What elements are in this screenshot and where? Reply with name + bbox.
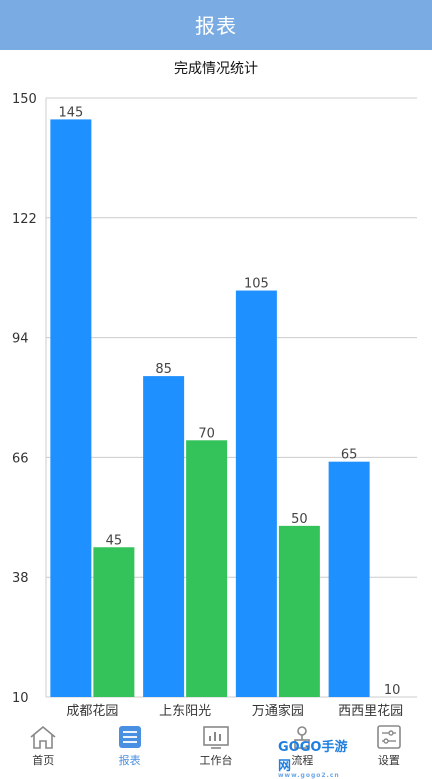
bar [235,290,277,697]
y-tick-label: 150 [12,92,37,107]
page-header: 报表 [0,0,432,50]
y-tick-label: 94 [12,332,29,347]
tab-home-label: 首页 [32,754,55,767]
y-tick-label: 38 [12,571,29,586]
data-label: 105 [244,277,269,292]
bar [278,525,320,697]
bar [186,440,228,697]
tab-report-label: 报表 [118,754,141,767]
y-tick-label: 66 [12,451,29,466]
bar [143,376,185,697]
settings-icon [377,725,401,749]
x-tick-label: 万通家园 [252,703,304,716]
bar [93,547,135,697]
page-title: 报表 [195,14,237,38]
bar [328,461,370,697]
tab-report[interactable]: 报表 [86,718,172,768]
x-tick-label: 上东阳光 [159,704,211,716]
flow-icon [294,726,311,749]
data-label: 65 [341,448,358,463]
workbench-icon [203,726,229,749]
x-tick-label: 西西里花园 [338,703,403,716]
tab-settings-label: 设置 [377,754,400,767]
data-label: 10 [384,683,401,698]
bar [50,119,92,698]
tab-workbench-label: 工作台 [199,754,233,767]
x-tick-label: 成都花园 [66,703,118,716]
tab-flow-label: 流程 [291,754,314,767]
bottom-tab-bar: 首页 报表 工作台 流程 [0,718,432,768]
data-label: 70 [198,426,215,441]
data-label: 50 [291,512,308,527]
data-label: 45 [106,533,123,548]
y-tick-label: 10 [12,691,29,706]
tab-workbench[interactable]: 工作台 [173,718,259,768]
data-label: 145 [58,105,83,120]
data-label: 85 [155,362,172,377]
tab-settings[interactable]: 设置 [346,718,432,768]
chart-title: 完成情况统计 [174,61,258,77]
tab-flow[interactable]: 流程 [259,718,345,768]
home-icon [30,725,56,749]
bar-chart: 10 38 66 94 122 150 145 45 成都花园 85 70 上东阳光 105 50 万通家园… [12,92,417,716]
y-tick-label: 122 [12,212,37,227]
report-icon [118,726,141,748]
watermark-sub: www.gogo2.cn [278,772,340,779]
tab-home[interactable]: 首页 [0,718,86,768]
